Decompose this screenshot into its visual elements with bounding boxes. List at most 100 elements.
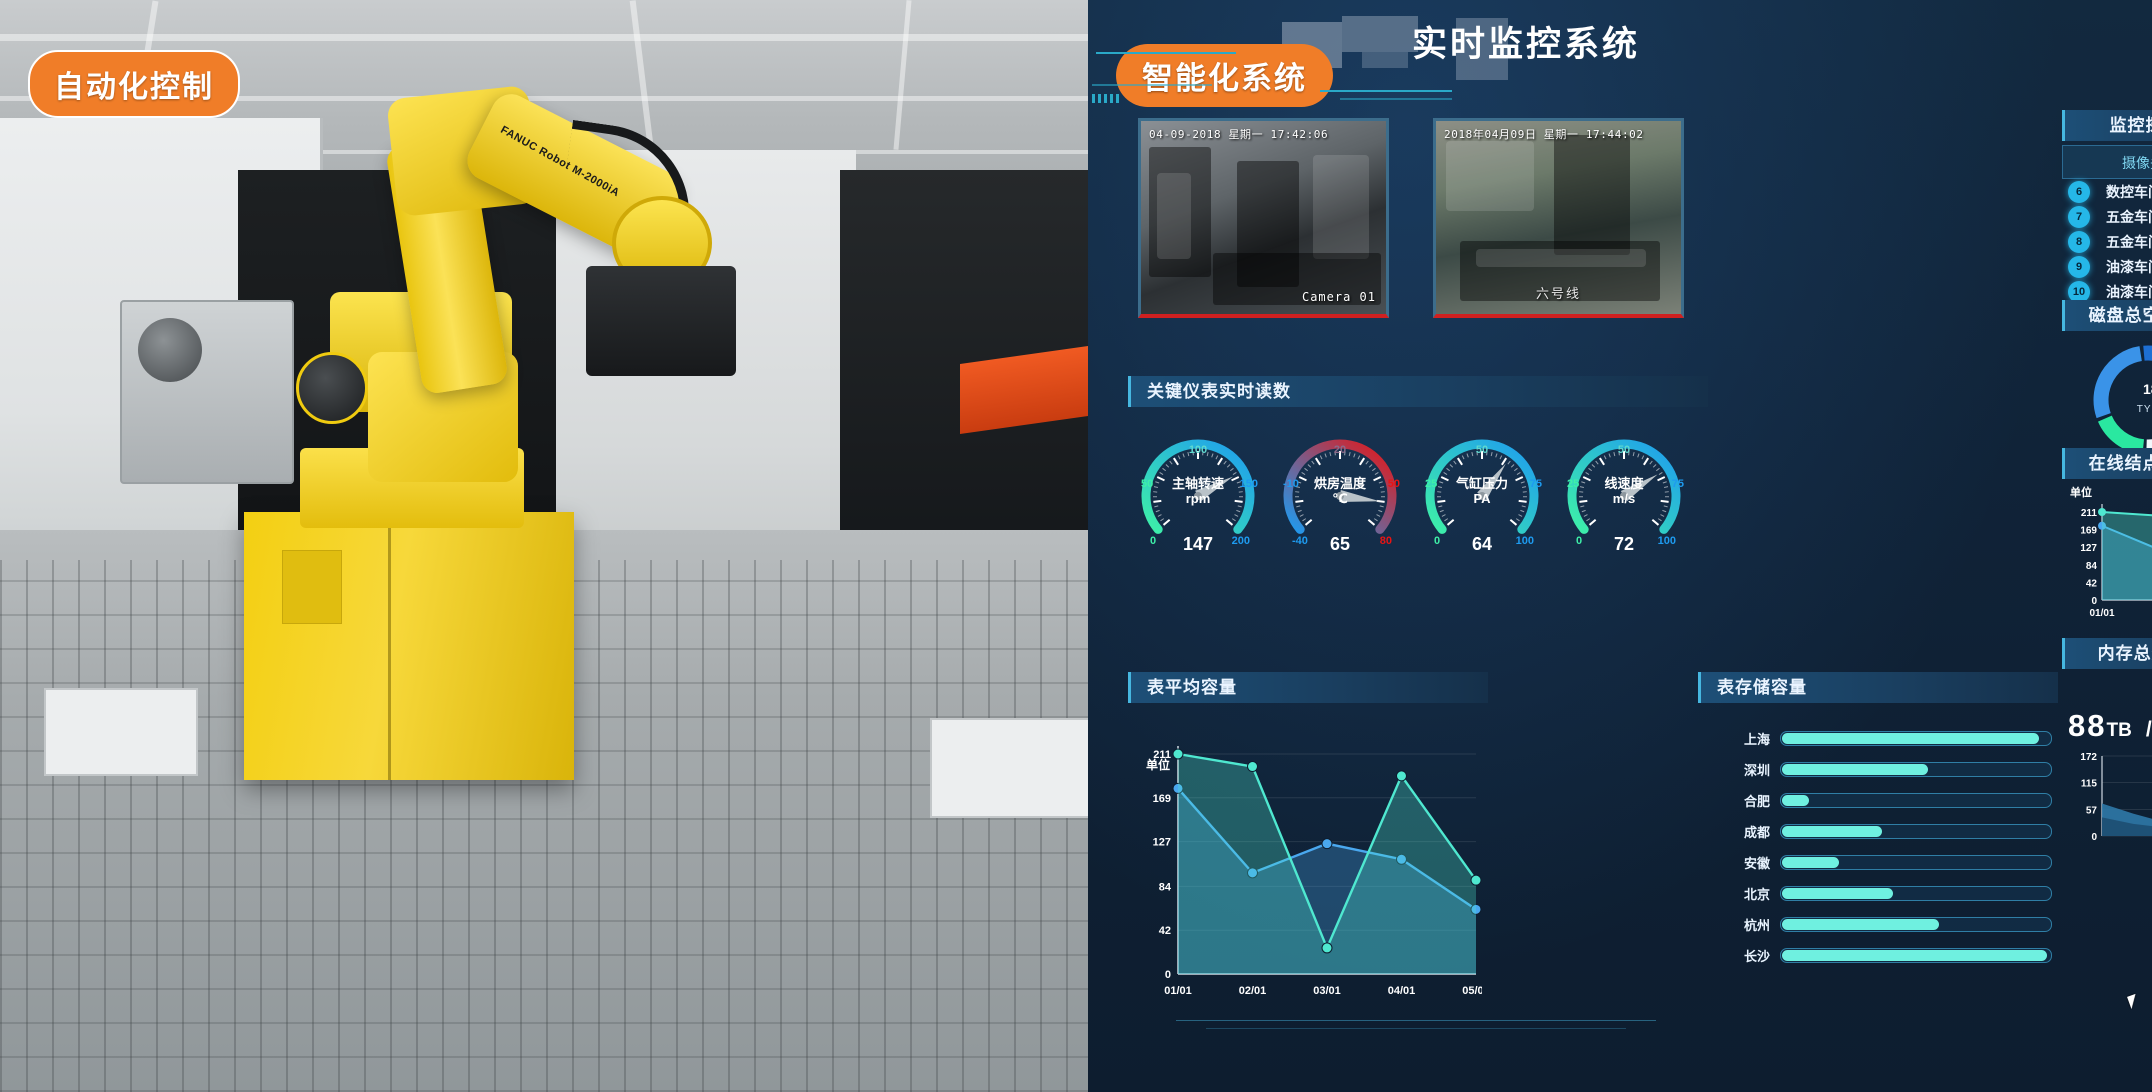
header-accent-line <box>1320 90 1452 92</box>
monitoring-dashboard: 实时监控系统 智能化系统 04-09-2018 星期 <box>1088 0 2152 1092</box>
svg-text:01/01: 01/01 <box>1164 985 1192 997</box>
svg-text:169: 169 <box>2080 526 2097 537</box>
storage-bar-row[interactable]: 合肥 <box>1712 792 2052 809</box>
camera-2-video <box>1436 121 1681 314</box>
camera-index-badge: 9 <box>2068 255 2090 278</box>
gauge-1-tick-left: 50 <box>1141 478 1154 490</box>
camera-name-label: 数控车间二 <box>2106 183 2152 200</box>
gauge-2-label: 烘房温度 ℃ <box>1274 476 1406 507</box>
gauge-3-max: 100 <box>1515 535 1534 547</box>
gauge-4-tick-top: 50 <box>1617 444 1631 456</box>
storage-bar-row[interactable]: 上海 <box>1712 730 2052 747</box>
camera-list-rows: 6 数控车间二 7 五金车间一 8 五金车间二 9 油漆车间一 10 油漆车间二 <box>2062 179 2152 304</box>
memory-usage-chart[interactable]: 88TB/79% 0 57 115 172 <box>2062 672 2152 852</box>
header-tick <box>1098 94 1101 103</box>
avg-capacity-chart[interactable]: 单位 0 42 84 127 169 211 01/01 02/01 03/01 04/01 05/… <box>1132 716 1490 1016</box>
gauge-1[interactable]: 主轴转速 rpm 147 0 200 50 100 150 <box>1132 430 1264 580</box>
memory-total: 88 <box>2068 708 2107 743</box>
deco-line <box>1206 1028 1626 1029</box>
gauge-metric-name: 气缸压力 <box>1455 476 1508 491</box>
storage-bar-row[interactable]: 安徽 <box>1712 854 2052 871</box>
work-bench <box>930 718 1088 818</box>
storage-bar-row[interactable]: 北京 <box>1712 885 2052 902</box>
avg-capacity-title: 表平均容量 <box>1128 672 1488 703</box>
memory-rate: /79% <box>2145 718 2152 741</box>
gauge-unit: rpm <box>1185 490 1211 506</box>
gauge-3-tick-top: 50 <box>1475 444 1489 456</box>
gauge-metric-name: 烘房温度 <box>1313 476 1366 491</box>
storage-bar-row[interactable]: 长沙 <box>1712 947 2052 964</box>
svg-text:0: 0 <box>1165 969 1171 981</box>
storage-bar-track <box>1780 916 2052 932</box>
header-accent-line <box>1340 98 1452 100</box>
svg-text:169: 169 <box>1153 793 1171 805</box>
deco-line <box>1176 1020 1656 1021</box>
camera-list-item[interactable]: 8 五金车间二 <box>2062 229 2152 254</box>
redacted-logo-block <box>1342 16 1418 52</box>
gauge-3[interactable]: 气缸压力 PA 64 0 100 25 50 75 <box>1416 430 1548 580</box>
camera-feed-1[interactable]: 04-09-2018 星期一 17:42:06 Camera 01 <box>1138 118 1389 318</box>
gauge-2-value: 65 <box>1329 534 1351 554</box>
gauge-4-value: 72 <box>1613 534 1635 554</box>
camera-index-badge: 8 <box>2068 230 2090 253</box>
work-bench <box>44 688 198 776</box>
cam-shape <box>1446 141 1534 211</box>
gauge-2[interactable]: 烘房温度 ℃ 65 -40 80 -10 20 50 <box>1274 430 1406 580</box>
storage-bar-label: 上海 <box>1743 731 1770 747</box>
disk-type-label: TYPE 3 <box>2136 404 2152 415</box>
storage-capacity-chart[interactable]: 上海深圳合肥成都安徽北京杭州长沙 <box>1702 716 2052 1016</box>
gauge-4[interactable]: 线速度 m/s 72 0 100 25 50 75 <box>1558 430 1690 580</box>
storage-bar-track <box>1780 885 2052 901</box>
camera-list-item[interactable]: 10 油漆车间二 <box>2062 279 2152 304</box>
storage-bar-fill <box>1782 918 1939 930</box>
gauge-4-label: 线速度 m/s <box>1558 476 1690 507</box>
redacted-logo-block <box>1456 18 1508 80</box>
storage-bar-row[interactable]: 杭州 <box>1712 916 2052 933</box>
memory-unit: TB <box>2106 720 2132 741</box>
camera-list-item[interactable]: 6 数控车间二 <box>2062 179 2152 204</box>
svg-text:04/01: 04/01 <box>1388 985 1416 997</box>
camera-feed-2[interactable]: 2018年04月09日 星期一 17:44:02 六号线 <box>1433 118 1684 318</box>
gauge-3-label: 气缸压力 PA <box>1416 476 1548 507</box>
storage-bar-row[interactable]: 深圳 <box>1712 761 2052 778</box>
camera-2-name: 六号线 <box>1535 286 1582 301</box>
svg-text:42: 42 <box>2086 578 2098 589</box>
storage-bar-label: 安徽 <box>1743 855 1770 871</box>
cam-shape <box>1213 253 1381 305</box>
gauge-4-tick-right: 75 <box>1671 478 1684 490</box>
factory-photo-panel: FANUC Robot M-2000iA 自动化控制 <box>0 0 1088 1092</box>
camera-list-item[interactable]: 9 油漆车间一 <box>2062 254 2152 279</box>
storage-bar-label: 深圳 <box>1743 762 1770 778</box>
cam-shape <box>1149 147 1211 277</box>
header-accent-line <box>1096 52 1236 54</box>
memory-usage-value: 88TB/79% <box>2068 708 2152 744</box>
storage-bar-row[interactable]: 成都 <box>1712 823 2052 840</box>
camera-list[interactable]: 摄像头名称 6 数控车间二 7 五金车间一 8 五金车间二 9 油漆车间一 10 油漆车间二 <box>2062 145 2152 304</box>
svg-text:84: 84 <box>2086 561 2098 572</box>
gauge-3-min: 0 <box>1434 535 1441 547</box>
svg-text:01/01: 01/01 <box>2089 608 2114 619</box>
gauge-2-min: -40 <box>1292 535 1308 547</box>
gauge-4-max: 100 <box>1657 535 1676 547</box>
redacted-logo-block <box>1362 52 1408 68</box>
svg-text:03/01: 03/01 <box>1313 985 1341 997</box>
gauge-2-tick-top: 20 <box>1333 444 1347 456</box>
intelligent-system-badge: 智能化系统 <box>1116 44 1333 107</box>
storage-bar-track <box>1780 947 2052 963</box>
camera-1-name: Camera 01 <box>1301 290 1376 304</box>
storage-bar-fill <box>1782 763 1928 775</box>
storage-bar-track <box>1780 761 2052 777</box>
memory-usage-svg: 0 57 115 172 <box>2080 752 2152 843</box>
disk-usage-percent: 18% <box>2142 381 2152 397</box>
robot-servo-motor <box>296 352 368 424</box>
camera-list-item[interactable]: 7 五金车间一 <box>2062 204 2152 229</box>
disk-donut-svg <box>2093 345 2152 455</box>
header-tick <box>1110 94 1113 103</box>
cnc-spindle-housing <box>120 300 294 484</box>
svg-text:127: 127 <box>2080 543 2097 554</box>
camera-1-timestamp: 04-09-2018 星期一 17:42:06 <box>1149 128 1329 141</box>
gauge-1-value: 147 <box>1182 534 1214 554</box>
disk-usage-donut[interactable]: 18% TYPE 3 <box>2062 334 2152 466</box>
